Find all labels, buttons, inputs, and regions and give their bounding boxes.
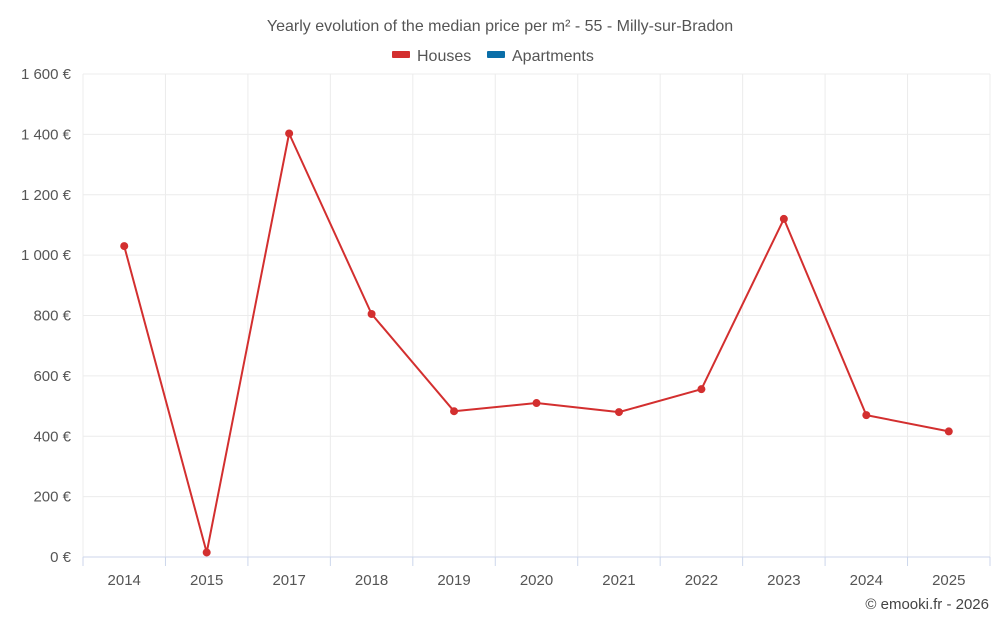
x-tick-label: 2022: [685, 572, 718, 589]
chart-title: Yearly evolution of the median price per…: [267, 18, 733, 35]
x-tick-label: 2021: [602, 572, 635, 589]
x-tick-label: 2023: [767, 572, 800, 589]
x-axis: 2014 2015 2017 2018 2019 2020 2021 2022 2023 2024…: [82, 556, 991, 589]
legend-swatch: [392, 51, 410, 58]
grid: [82, 73, 991, 558]
y-axis: 0 € 200 € 400 € 600 € 800 € 1 000 € 1 200 € 1 4…: [21, 66, 72, 566]
y-tick-label: 400 €: [33, 428, 71, 445]
legend-item-apartments[interactable]: Apartments: [487, 48, 594, 65]
legend: Houses Apartments: [392, 48, 594, 65]
x-tick-label: 2024: [850, 572, 883, 589]
legend-item-houses[interactable]: Houses: [392, 48, 471, 65]
data-point[interactable]: [779, 214, 788, 223]
series-houses: [120, 129, 953, 557]
data-point[interactable]: [285, 129, 294, 138]
legend-label: Apartments: [512, 48, 594, 65]
data-point[interactable]: [120, 242, 129, 251]
x-tick-label: 2014: [108, 572, 141, 589]
x-tick-label: 2020: [520, 572, 553, 589]
y-tick-label: 800 €: [33, 308, 71, 325]
series-layer: [120, 129, 953, 557]
credit-text: © emooki.fr - 2026: [865, 596, 989, 613]
data-point[interactable]: [202, 548, 211, 557]
y-tick-label: 600 €: [33, 368, 71, 385]
legend-swatch: [487, 51, 505, 58]
x-tick-label: 2025: [932, 572, 965, 589]
y-tick-label: 1 400 €: [21, 126, 72, 143]
y-tick-label: 1 000 €: [21, 247, 72, 264]
y-tick-label: 1 600 €: [21, 66, 72, 83]
x-tick-label: 2015: [190, 572, 223, 589]
data-point[interactable]: [862, 411, 871, 420]
data-point[interactable]: [532, 399, 541, 408]
legend-label: Houses: [417, 48, 471, 65]
y-tick-label: 0 €: [50, 549, 72, 566]
y-tick-label: 1 200 €: [21, 187, 72, 204]
y-tick-label: 200 €: [33, 489, 71, 506]
data-point[interactable]: [450, 407, 459, 416]
data-point[interactable]: [614, 408, 623, 417]
x-tick-label: 2019: [437, 572, 470, 589]
data-point[interactable]: [697, 385, 706, 394]
x-tick-label: 2017: [272, 572, 305, 589]
x-tick-label: 2018: [355, 572, 388, 589]
data-point[interactable]: [367, 309, 376, 318]
data-point[interactable]: [944, 427, 953, 436]
